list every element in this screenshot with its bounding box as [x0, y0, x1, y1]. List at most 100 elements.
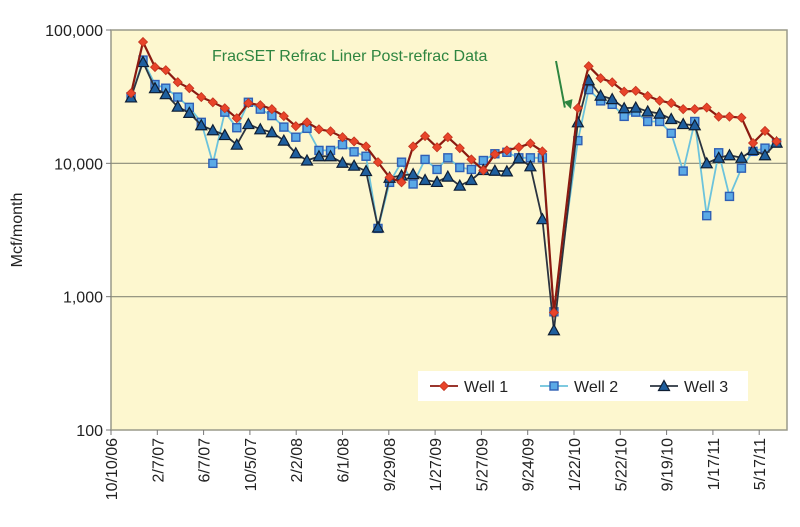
x-tick-label: 1/22/10 — [567, 438, 584, 491]
data-point — [548, 307, 560, 318]
annotation-text: FracSET Refrac Liner Post-refrac Data — [212, 48, 487, 65]
data-point — [278, 111, 289, 122]
data-point — [349, 147, 359, 157]
data-point — [678, 104, 689, 115]
data-point — [736, 112, 747, 123]
y-tick-label: 100,000 — [45, 23, 103, 40]
gridlines — [111, 162, 787, 298]
data-point — [619, 111, 629, 122]
data-point — [454, 143, 465, 154]
data-point — [747, 137, 759, 149]
data-point — [547, 323, 561, 336]
data-point — [313, 124, 325, 135]
legend-item-well-2: Well 2 — [540, 379, 618, 396]
x-tick-label: 5/17/11 — [752, 438, 769, 490]
data-point — [712, 151, 726, 163]
data-point — [629, 100, 643, 113]
data-point — [512, 151, 526, 164]
x-tick-label: 5/22/10 — [613, 438, 630, 491]
data-point — [641, 104, 655, 117]
data-point — [431, 142, 443, 153]
data-point — [289, 146, 303, 159]
x-axis: 10/10/06 2/7/07 6/7/07 10/5/07 2/2/08 6/1/08 9… — [104, 430, 769, 500]
data-point — [666, 98, 677, 109]
data-point — [478, 165, 489, 176]
data-point — [642, 116, 653, 127]
data-point — [406, 167, 420, 180]
x-tick-label: 5/27/09 — [474, 438, 491, 491]
data-point — [771, 136, 782, 147]
legend-item-well-1: Well 1 — [430, 379, 508, 396]
data-point — [535, 212, 549, 225]
data-point — [549, 381, 559, 391]
x-tick-label: 9/19/10 — [660, 438, 677, 491]
data-point — [630, 85, 641, 96]
y-tick-label: 1,000 — [63, 290, 103, 307]
data-point — [137, 36, 149, 48]
data-point — [736, 163, 747, 173]
data-point — [230, 137, 244, 150]
data-point — [583, 84, 594, 95]
data-point — [243, 98, 254, 109]
data-point — [182, 106, 196, 118]
data-point — [384, 172, 395, 183]
data-point — [572, 102, 583, 114]
data-point — [525, 138, 536, 149]
data-point — [664, 112, 678, 125]
plot-area — [110, 29, 788, 431]
data-point — [408, 179, 418, 189]
annotation-arrow — [555, 60, 566, 108]
data-point — [537, 146, 548, 157]
annotation: FracSET Refrac Liner Post-refrac Data — [212, 48, 573, 110]
data-point — [196, 92, 207, 103]
data-point — [396, 177, 407, 188]
data-point — [136, 55, 150, 68]
data-point — [218, 128, 232, 141]
data-point — [184, 83, 195, 94]
data-point — [701, 102, 712, 113]
data-point — [396, 157, 407, 167]
x-tick-label: 6/1/08 — [336, 438, 353, 483]
data-point — [300, 153, 314, 166]
data-point — [194, 118, 208, 131]
data-point — [657, 379, 671, 392]
data-point — [359, 164, 373, 177]
x-tick-label: 9/24/09 — [521, 438, 538, 491]
data-point — [232, 123, 242, 133]
data-point — [746, 143, 760, 156]
legend-item-well-3: Well 3 — [650, 379, 728, 396]
data-point — [501, 145, 512, 156]
legend-label: Well 2 — [574, 379, 618, 396]
data-point — [408, 141, 419, 152]
data-point — [595, 73, 606, 84]
data-point — [430, 175, 444, 188]
data-point — [360, 141, 372, 152]
data-point — [371, 220, 385, 233]
data-point — [290, 121, 301, 132]
data-point — [279, 122, 289, 132]
data-point — [724, 111, 735, 122]
data-point — [125, 88, 137, 99]
data-point — [489, 149, 500, 160]
data-point — [420, 131, 431, 142]
data-point — [607, 77, 618, 88]
data-point — [372, 157, 384, 168]
data-point — [523, 159, 537, 172]
legend-label: Well 3 — [684, 379, 728, 396]
data-point — [758, 148, 772, 161]
data-point — [335, 156, 350, 168]
data-point — [654, 95, 665, 106]
data-point — [453, 178, 467, 191]
data-point — [171, 99, 185, 112]
data-point — [420, 154, 430, 165]
data-point — [464, 173, 478, 186]
y-tick-label: 10,000 — [54, 156, 103, 173]
data-point — [642, 90, 653, 102]
x-tick-label: 1/17/11 — [706, 438, 723, 490]
data-point — [325, 126, 336, 137]
data-point — [255, 100, 266, 111]
data-point — [676, 117, 690, 130]
data-point — [443, 153, 453, 163]
data-point — [432, 164, 442, 175]
data-point — [277, 133, 291, 146]
